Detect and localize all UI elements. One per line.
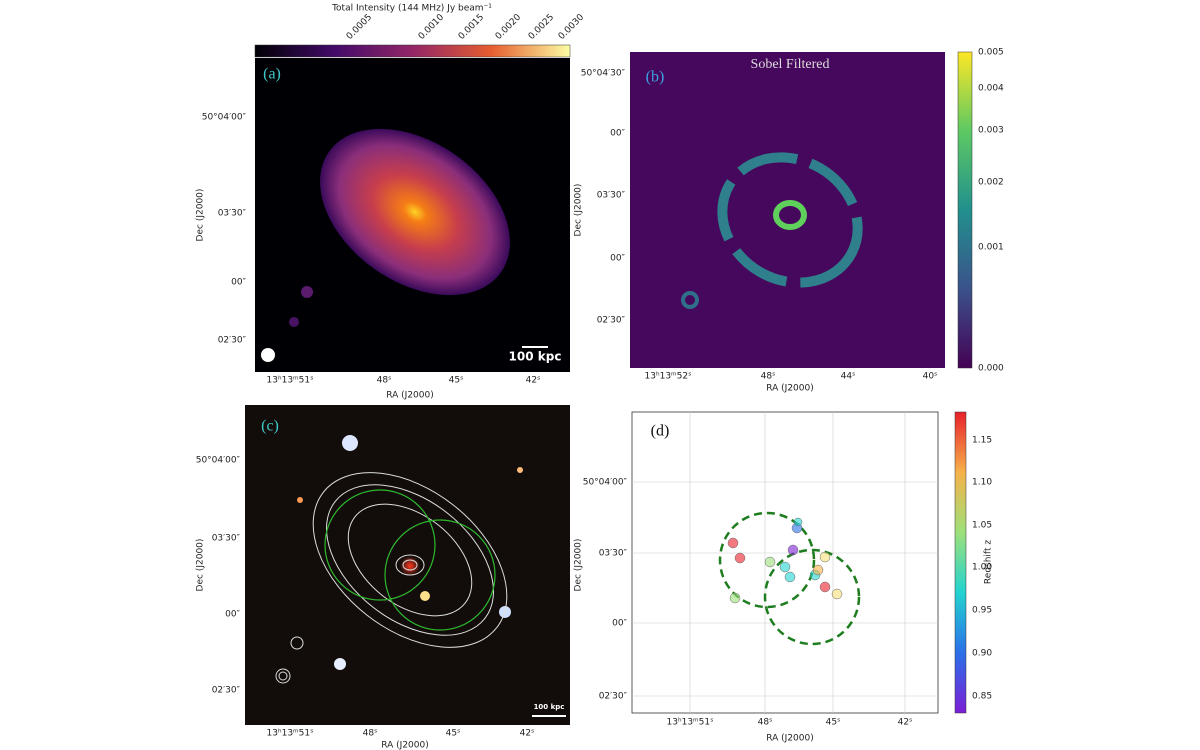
x-tick-label: 42ˢ [520,729,535,739]
x-axis-label: RA (J2000) [766,384,814,394]
panel-label: (c) [261,418,279,435]
y-tick-label: 02′30″ [212,686,241,696]
x-tick-label: 45ˢ [446,729,461,739]
x-axis-label: RA (J2000) [386,391,434,401]
y-tick-label: 50°04′00″ [583,478,628,488]
colorbar-tick-label: 0.0030 [557,12,587,42]
y-tick-label: 00″ [610,129,625,139]
y-tick-label: 02′30″ [218,336,247,346]
colorbar-tick-label: 1.10 [972,478,992,488]
y-tick-label: 03′30″ [212,534,241,544]
x-tick-label: 48ˢ [761,372,776,382]
panel-label: (d) [651,423,670,440]
y-tick-label: 50°04′00″ [196,456,241,466]
y-axis-label: Dec (J2000) [574,539,584,592]
x-tick-label: 48ˢ [758,718,773,728]
y-axis-label: Dec (J2000) [196,539,206,592]
y-tick-label: 02′30″ [599,692,628,702]
x-axis-label: RA (J2000) [766,734,814,744]
colorbar-tick-label: 0.001 [978,243,1004,253]
x-tick-label: 42ˢ [526,376,541,386]
scale-bar-label: 100 kpc [534,703,565,711]
panel-a-image [254,44,571,372]
colorbar-tick-label: 0.0020 [494,12,524,42]
y-tick-label: 50°04′00″ [202,113,247,123]
x-tick-label: 48ˢ [377,376,392,386]
colorbar-tick-label: 0.95 [972,606,992,616]
colorbar-tick-label: 0.0025 [527,13,556,42]
y-tick-label: 03′30″ [597,191,626,201]
panel-label: (a) [263,66,281,83]
y-tick-label: 00″ [610,254,625,264]
x-tick-label: 45ˢ [826,718,841,728]
y-tick-label: 03′30″ [599,549,628,559]
y-tick-label: 02′30″ [597,316,626,326]
y-tick-label: 00″ [231,278,246,288]
y-tick-label: 00″ [225,610,240,620]
colorbar-tick-label: 1.05 [972,521,992,531]
panel-label: (b) [646,69,665,86]
colorbar-tick-label: 0.85 [972,692,992,702]
colorbar-tick-label: 0.0010 [417,12,447,42]
colorbar-tick-label: 0.0015 [457,13,486,42]
y-tick-label: 03′30″ [218,209,247,219]
panel-c-image [245,405,570,725]
panel-b-image [630,51,973,369]
colorbar-tick-label: 0.0005 [345,13,374,42]
colorbar-tick-label: 0.002 [978,178,1004,188]
scale-bar-label: 100 kpc [509,350,562,364]
x-tick-label: 45ˢ [449,376,464,386]
x-axis-label: RA (J2000) [381,741,429,750]
y-axis-label: Dec (J2000) [574,184,584,237]
x-tick-label: 13ʰ13ᵐ51ˢ [667,718,714,728]
x-tick-label: 13ʰ13ᵐ51ˢ [267,376,314,386]
colorbar-label: Redshift z [984,540,994,584]
y-tick-label: 50°04′30″ [581,69,626,79]
panel-d-plot [631,411,967,714]
x-tick-label: 42ˢ [898,718,913,728]
colorbar-tick-label: 1.00 [972,563,992,573]
x-tick-label: 44ˢ [841,372,856,382]
colorbar-tick-label: 0.004 [978,84,1004,94]
colorbar-tick-label: 0.000 [978,364,1004,374]
x-tick-label: 13ʰ13ᵐ52ˢ [645,372,692,382]
x-tick-label: 40ˢ [923,372,938,382]
colorbar-tick-label: 0.003 [978,126,1004,136]
colorbar-tick-label: 0.005 [978,48,1004,58]
x-tick-label: 48ˢ [363,729,378,739]
colorbar-tick-label: 0.90 [972,649,992,659]
panel-title: Sobel Filtered [751,57,830,72]
x-tick-label: 13ʰ13ᵐ51ˢ [267,729,314,739]
colorbar-tick-label: 1.15 [972,436,992,446]
y-tick-label: 00″ [612,619,627,629]
y-axis-label: Dec (J2000) [196,189,206,242]
colorbar-label: Total Intensity (144 MHz) Jy beam⁻¹ [331,4,492,14]
